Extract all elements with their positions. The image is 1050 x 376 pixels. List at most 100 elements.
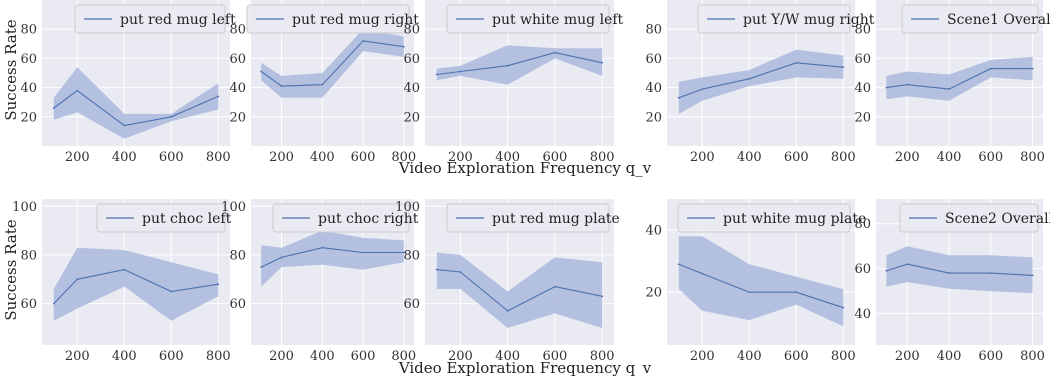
- subplot-10: 200 400 600 800 40 60 80 Scene2 Overall: [854, 199, 1050, 364]
- x-tick-label: 800: [590, 150, 615, 165]
- data-point: [217, 283, 220, 286]
- data-point: [280, 256, 283, 259]
- y-tick-label: 100: [395, 200, 420, 215]
- confidence-band: [53, 247, 219, 321]
- data-point: [601, 61, 604, 64]
- x-tick-label: 800: [206, 150, 231, 165]
- subplot-8: 200 400 600 800 60 80 100 put red mug plate: [395, 199, 620, 364]
- legend-label: put choc right: [318, 211, 419, 227]
- y-tick-label: 80: [854, 217, 871, 232]
- x-tick-label: 600: [978, 349, 1003, 364]
- legend: put choc right: [272, 203, 419, 233]
- data-point: [321, 246, 324, 249]
- x-tick-label: 800: [831, 150, 856, 165]
- subplot-9: 200 400 600 800 20 40 put white mug plate: [645, 199, 866, 364]
- x-tick-label: 200: [269, 349, 294, 364]
- legend: Scene2 Overall: [899, 203, 1050, 233]
- data-point: [677, 96, 680, 99]
- x-tick-label: 400: [737, 349, 762, 364]
- data-point: [435, 268, 438, 271]
- panels: 200 400 600 800 20 40 60 80 put red mug left 200 4…: [12, 0, 1050, 364]
- legend: put red mug plate: [446, 203, 620, 233]
- legend-label: Scene2 Overall: [945, 211, 1050, 227]
- legend-label: put Y/W mug right: [743, 12, 875, 28]
- x-tick-label: 600: [351, 349, 376, 364]
- legend-box: [74, 4, 226, 34]
- legend: put red mug left: [74, 4, 236, 34]
- x-tick-label: 200: [448, 150, 473, 165]
- y-tick-label: 40: [229, 81, 246, 96]
- x-tick-label: 400: [495, 349, 520, 364]
- data-point: [601, 295, 604, 298]
- y-tick-label: 20: [20, 110, 37, 125]
- confidence-band: [886, 246, 1033, 294]
- legend-box: [96, 203, 226, 233]
- x-tick-label: 200: [895, 349, 920, 364]
- legend-box: [246, 4, 410, 34]
- x-tick-label: 800: [206, 349, 231, 364]
- data-point: [459, 271, 462, 273]
- data-point: [170, 290, 173, 293]
- confidence-band: [678, 236, 844, 327]
- y-tick-label: 60: [854, 52, 871, 67]
- y-tick-label: 60: [20, 297, 37, 312]
- data-point: [885, 269, 888, 272]
- data-point: [748, 291, 751, 294]
- x-tick-label: 400: [310, 349, 335, 364]
- data-point: [76, 278, 79, 281]
- data-point: [842, 66, 845, 69]
- data-point: [989, 272, 992, 275]
- legend-label: put white mug plate: [723, 211, 866, 227]
- x-tick-label: 600: [978, 150, 1003, 165]
- legend: Scene1 Overall: [901, 4, 1050, 34]
- x-tick-label: 600: [543, 150, 568, 165]
- data-point: [701, 272, 704, 275]
- y-tick-label: 60: [20, 52, 37, 67]
- confidence-band: [261, 230, 404, 287]
- data-point: [506, 64, 509, 67]
- legend-label: put red mug plate: [492, 211, 620, 227]
- confidence-band: [678, 49, 844, 114]
- x-axis-label-bottom: Video Exploration Frequency q_v: [398, 359, 652, 376]
- data-point: [554, 285, 556, 288]
- x-tick-label: 600: [784, 349, 809, 364]
- y-tick-label: 20: [854, 110, 871, 125]
- data-point: [362, 39, 364, 42]
- legend-box: [272, 203, 410, 233]
- data-point: [260, 266, 263, 269]
- y-tick-label: 80: [403, 23, 420, 38]
- y-tick-label: 40: [854, 81, 871, 96]
- data-point: [435, 73, 438, 76]
- y-tick-label: 60: [645, 52, 662, 67]
- data-point: [506, 310, 509, 312]
- y-tick-label: 20: [645, 110, 662, 125]
- subplot-6: 200 400 600 800 60 80 100 put choc left: [12, 199, 232, 364]
- x-tick-label: 200: [269, 150, 294, 165]
- legend: put choc left: [96, 203, 232, 233]
- data-point: [402, 251, 405, 254]
- data-point: [52, 302, 55, 305]
- data-point: [795, 291, 798, 294]
- y-tick-label: 80: [854, 23, 871, 38]
- legend-label: put red mug left: [120, 12, 236, 28]
- subplot-3: 200 400 600 800 20 40 60 80 put white mug left: [403, 0, 624, 165]
- y-tick-label: 80: [229, 248, 246, 263]
- y-tick-label: 40: [645, 224, 662, 239]
- y-tick-label: 40: [20, 81, 37, 96]
- x-tick-label: 200: [895, 150, 920, 165]
- data-point: [989, 67, 992, 70]
- y-tick-label: 20: [645, 286, 662, 301]
- confidence-band: [261, 29, 404, 98]
- y-tick-label: 60: [403, 52, 420, 67]
- y-tick-label: 100: [221, 200, 246, 215]
- data-point: [1031, 67, 1034, 70]
- data-point: [123, 268, 126, 271]
- y-axis-label-bottom: Success Rate: [2, 219, 20, 320]
- confidence-band: [436, 45, 603, 85]
- legend-box: [446, 4, 610, 34]
- x-tick-label: 400: [495, 150, 520, 165]
- y-tick-label: 60: [854, 262, 871, 277]
